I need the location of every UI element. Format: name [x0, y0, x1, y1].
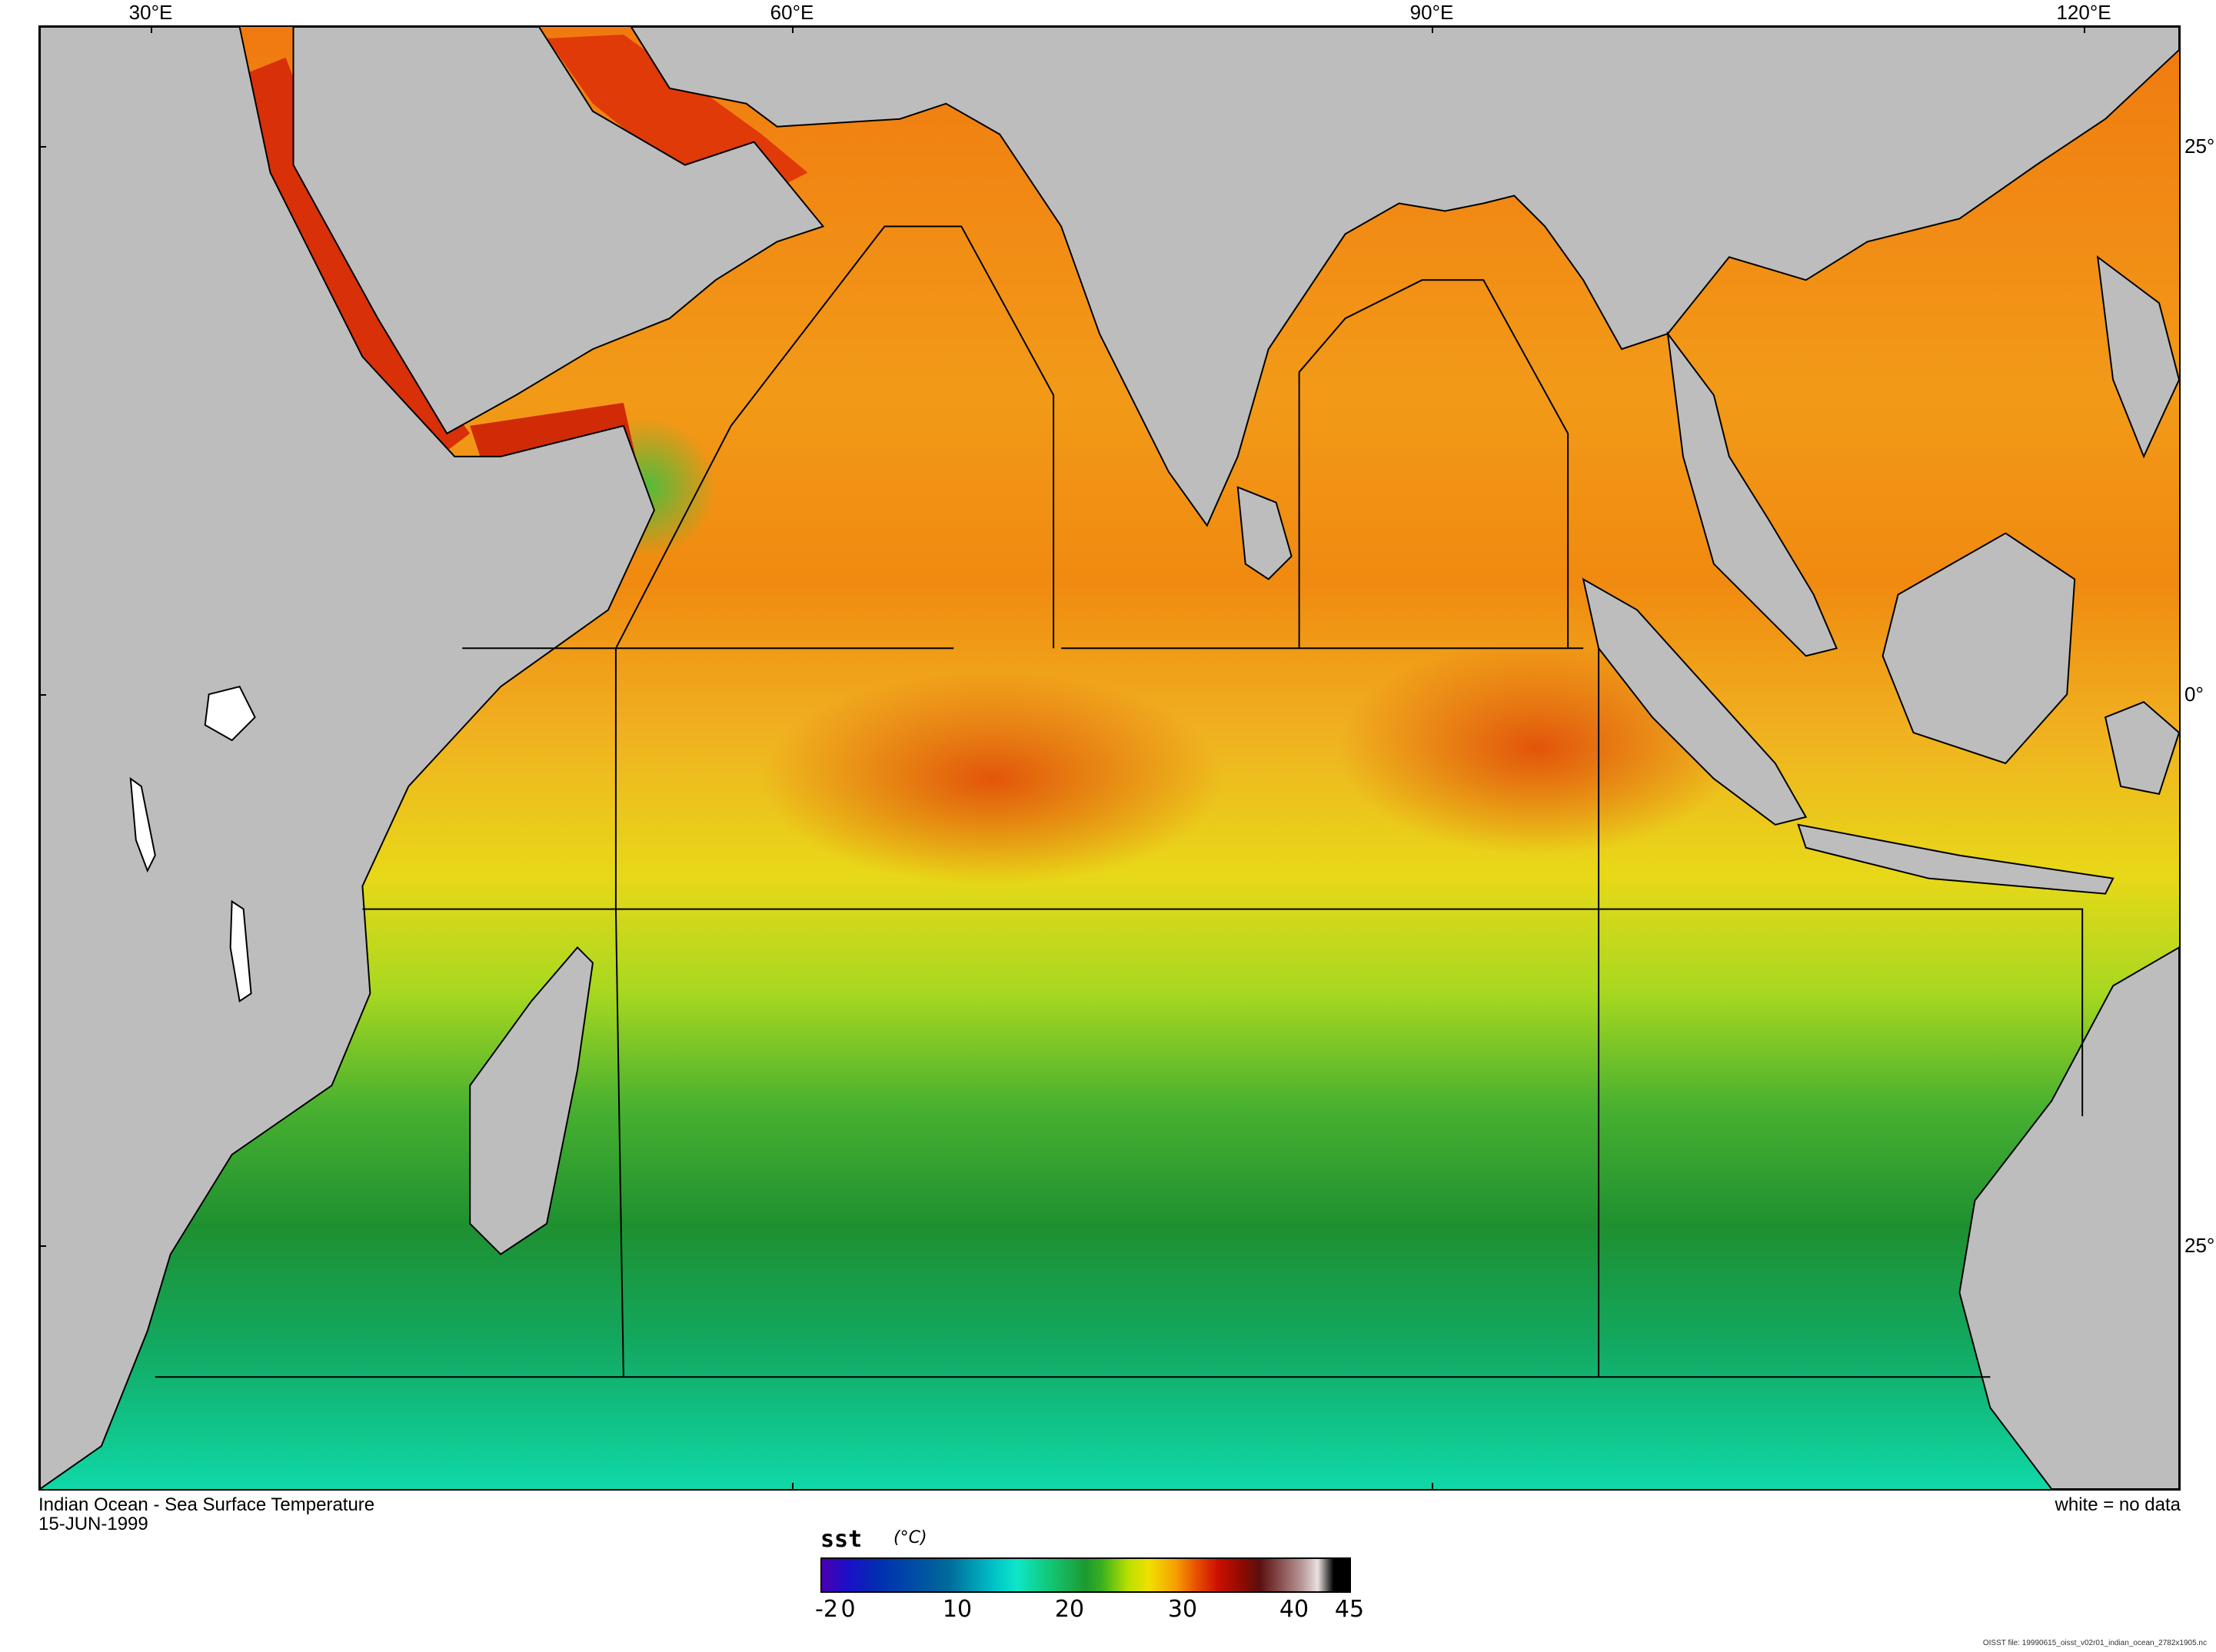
lon-label-90e: 90°E [1409, 1, 1454, 24]
sri-lanka-land [1236, 486, 1293, 580]
colorbar-units: (°C) [893, 1528, 927, 1547]
tick-lon-90 [1432, 25, 1433, 33]
colorbar-tick-0: 0 [840, 1596, 856, 1623]
no-data-lake-victoria [204, 686, 256, 742]
tick-lon-120 [2084, 25, 2085, 33]
lon-label-30e: 30°E [128, 1, 173, 24]
tick-lon-60 [792, 25, 794, 33]
lat-label-25s: 25° [2184, 1234, 2215, 1257]
lat-label-25n: 25° [2184, 135, 2215, 158]
no-data-lake-malawi [229, 899, 252, 1003]
java-land [1797, 823, 2115, 895]
borneo-land [1882, 532, 2076, 765]
arabia-land [292, 27, 825, 435]
tick-lon-60-bottom [792, 1483, 794, 1491]
colorbar-tick-20: 20 [1054, 1596, 1085, 1623]
tick-lat-0 [38, 694, 46, 696]
warm-pool-west [761, 671, 1223, 886]
source-file-note: OISST file: 19990615_oisst_v02r01_indian… [1982, 1639, 2207, 1647]
no-data-note: white = no data [2055, 1494, 2181, 1515]
no-data-lake-tanganyika [129, 776, 156, 873]
colorbar [820, 1557, 1351, 1593]
sulawesi-land [2104, 701, 2179, 796]
tick-lon-90-bottom [1432, 1483, 1433, 1491]
australia-land [1958, 946, 2179, 1489]
africa-land [40, 27, 655, 1489]
colorbar-tick-30: 30 [1167, 1596, 1198, 1623]
southeast-asia-land [1666, 331, 1838, 657]
lon-label-120e: 120°E [2056, 1, 2111, 24]
colorbar-tick-40: 40 [1279, 1596, 1309, 1623]
philippines-land [2096, 255, 2179, 459]
sumatra-land [1582, 577, 1808, 826]
madagascar-land [469, 946, 594, 1255]
colorbar-tick-minus2: -2 [815, 1596, 838, 1623]
colorbar-variable: sst [820, 1526, 863, 1553]
sst-map[interactable] [38, 25, 2181, 1491]
tick-lat-25s [38, 1245, 46, 1247]
map-date: 15-JUN-1999 [38, 1514, 148, 1534]
sst-map-canvas [40, 27, 2179, 1489]
asia-north-land [630, 27, 2179, 527]
lat-label-0: 0° [2184, 683, 2204, 706]
tick-lat-25n [38, 146, 46, 148]
tick-lon-30 [151, 25, 152, 33]
region-boundary-lines [155, 225, 2084, 1378]
lon-label-60e: 60°E [770, 1, 814, 24]
colorbar-tick-45: 45 [1334, 1596, 1365, 1623]
map-title: Indian Ocean - Sea Surface Temperature [38, 1494, 375, 1515]
colorbar-tick-10: 10 [942, 1596, 973, 1623]
